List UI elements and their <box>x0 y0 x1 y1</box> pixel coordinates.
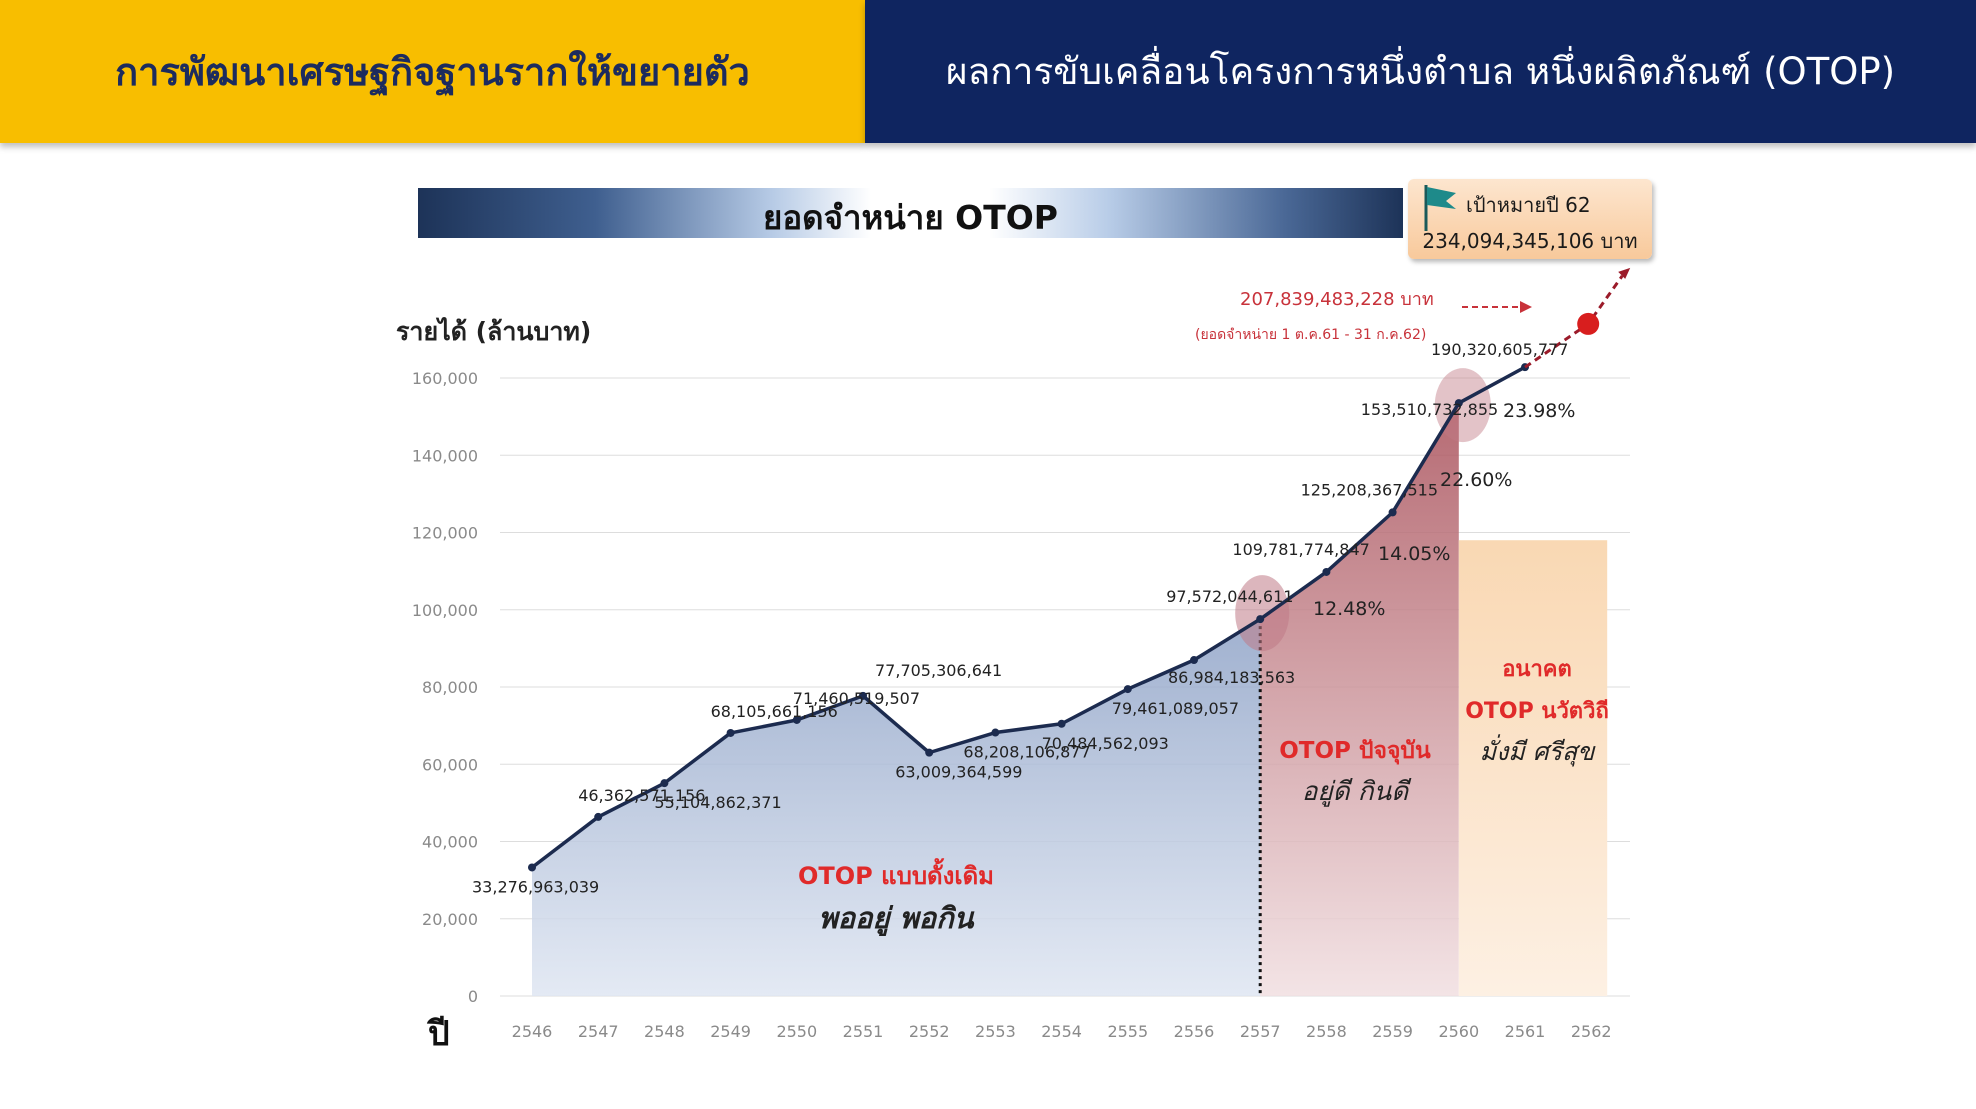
header-left-title: การพัฒนาเศรษฐกิจฐานรากให้ขยายตัว <box>0 0 865 143</box>
actual-2562-note: (ยอดจำหน่าย 1 ต.ค.61 - 31 ก.ค.62) <box>1195 327 1426 343</box>
era-subtitle-traditional: พออยู่ พอกิน <box>819 901 975 937</box>
data-point <box>1256 615 1265 624</box>
x-axis-label: ปี <box>426 1014 449 1054</box>
y-tick-label: 120,000 <box>412 524 478 543</box>
y-tick-label: 40,000 <box>422 833 478 852</box>
data-point <box>1123 685 1132 694</box>
era-title-future-2: OTOP นวัตวิถี <box>1465 699 1609 724</box>
value-label: 86,984,183,563 <box>1168 668 1295 687</box>
value-label: 153,510,732,855 <box>1361 400 1498 419</box>
value-label: 63,009,364,599 <box>895 763 1022 782</box>
flag-icon <box>1424 185 1456 231</box>
x-tick-label: 2547 <box>578 1022 619 1041</box>
value-label: 68,105,661,156 <box>711 702 838 721</box>
growth-label: 23.98% <box>1503 400 1575 422</box>
data-point <box>1322 567 1331 576</box>
data-point <box>991 728 1000 737</box>
data-point <box>594 812 603 821</box>
era-title-future-1: อนาคต <box>1502 657 1572 682</box>
data-point <box>726 728 735 737</box>
data-point <box>1388 508 1397 517</box>
x-tick-label: 2546 <box>512 1022 553 1041</box>
x-tick-label: 2560 <box>1438 1022 1479 1041</box>
era-area-traditional <box>532 619 1261 996</box>
data-point <box>859 691 867 700</box>
target-label: เป้าหมายปี 62 <box>1466 193 1591 217</box>
x-tick-label: 2548 <box>644 1022 685 1041</box>
x-tick-label: 2550 <box>776 1022 817 1041</box>
x-tick-label: 2549 <box>710 1022 751 1041</box>
highlight-2560 <box>1434 368 1491 443</box>
highlight-2557 <box>1235 575 1290 652</box>
value-label: 97,572,044,611 <box>1166 587 1293 606</box>
x-tick-label: 2556 <box>1174 1022 1215 1041</box>
value-label: 55,104,862,371 <box>654 793 781 812</box>
x-tick-label: 2555 <box>1107 1022 1148 1041</box>
era-area-future <box>1458 540 1608 996</box>
value-label: 190,320,605,777 <box>1431 340 1568 359</box>
x-tick-label: 2561 <box>1505 1022 1546 1041</box>
era-subtitle-future: มั่งมี ศรีสุข <box>1480 734 1597 767</box>
y-axis-label: รายได้ (ล้านบาท) <box>396 316 591 346</box>
data-point <box>528 863 536 872</box>
x-tick-label: 2553 <box>975 1022 1016 1041</box>
x-tick-label: 2552 <box>909 1022 950 1041</box>
data-point <box>925 748 934 757</box>
value-label: 109,781,774,847 <box>1232 540 1369 559</box>
value-label: 79,461,089,057 <box>1112 699 1239 718</box>
y-tick-label: 80,000 <box>422 678 478 697</box>
y-tick-label: 160,000 <box>412 369 478 388</box>
target-value: 234,094,345,106 บาท <box>1422 229 1638 253</box>
era-title-current: OTOP ปัจจุบัน <box>1279 738 1431 765</box>
era-area-current <box>1260 403 1459 997</box>
value-label: 125,208,367,515 <box>1301 480 1438 499</box>
chart-banner <box>418 188 1403 238</box>
value-label: 70,484,562,093 <box>1042 734 1169 753</box>
data-point <box>792 715 801 724</box>
chart-banner-title: ยอดจำหน่าย OTOP <box>763 197 1058 237</box>
value-label: 71,460,519,507 <box>793 689 920 708</box>
y-tick-label: 100,000 <box>412 601 478 620</box>
x-tick-label: 2554 <box>1041 1022 1082 1041</box>
y-tick-label: 0 <box>468 987 478 1006</box>
y-tick-label: 140,000 <box>412 446 478 465</box>
data-point <box>660 779 669 788</box>
growth-label: 14.05% <box>1378 543 1450 565</box>
growth-label: 12.48% <box>1313 598 1385 620</box>
data-point <box>1057 719 1066 728</box>
header-right-title: ผลการขับเคลื่อนโครงการหนึ่งตำบล หนึ่งผลิ… <box>865 0 1976 143</box>
target-box: เป้าหมายปี 62 234,094,345,106 บาท <box>1408 179 1652 259</box>
x-tick-label: 2562 <box>1571 1022 1612 1041</box>
era-title-traditional: OTOP แบบดั้งเดิม <box>798 857 994 890</box>
actual-2562-arrowhead <box>1520 301 1532 313</box>
value-label: 46,362,571,156 <box>578 786 705 805</box>
y-tick-label: 20,000 <box>422 910 478 929</box>
actual-2562-point <box>1577 312 1600 335</box>
era-subtitle-current: อยู่ดี กินดี <box>1302 777 1412 807</box>
projection-arrowhead <box>1618 267 1631 279</box>
x-tick-label: 2558 <box>1306 1022 1347 1041</box>
series-line <box>530 365 1526 869</box>
x-tick-label: 2559 <box>1372 1022 1413 1041</box>
growth-label: 22.60% <box>1440 469 1512 491</box>
data-point <box>1454 399 1463 408</box>
y-tick-label: 60,000 <box>422 755 478 774</box>
value-label: 68,208,106,877 <box>963 743 1090 762</box>
value-label: 33,276,963,039 <box>472 877 599 896</box>
x-tick-label: 2551 <box>843 1022 884 1041</box>
actual-2562-value: 207,839,483,228 บาท <box>1240 289 1434 310</box>
data-point <box>1190 656 1198 665</box>
x-tick-label: 2557 <box>1240 1022 1281 1041</box>
value-label: 77,705,306,641 <box>875 661 1002 680</box>
